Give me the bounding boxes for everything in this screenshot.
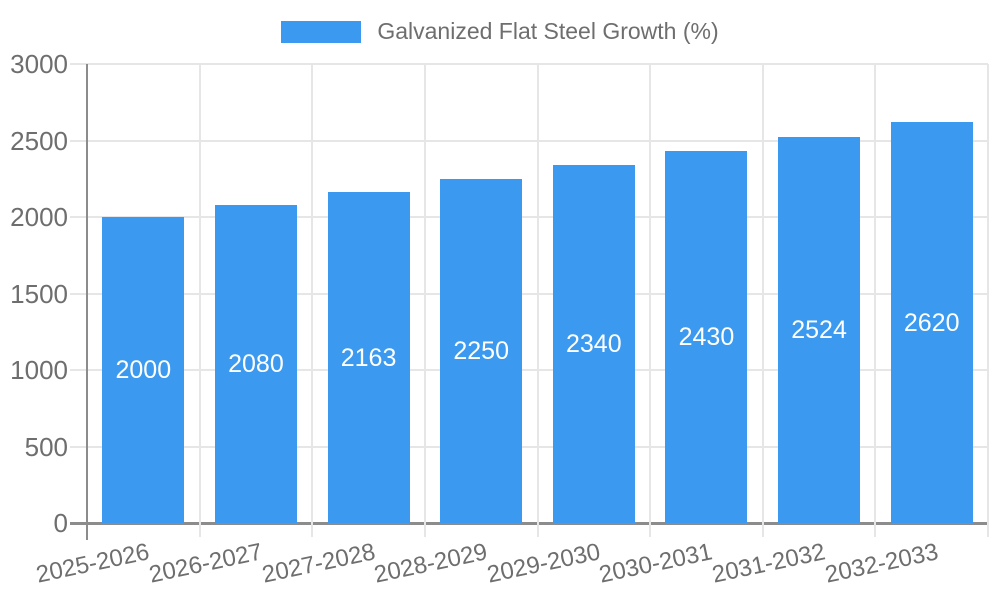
y-axis-tick-label: 1000 bbox=[10, 355, 68, 385]
v-gridline bbox=[987, 64, 989, 537]
y-axis-tick-label: 500 bbox=[24, 431, 68, 462]
y-axis-tick-label: 2000 bbox=[10, 202, 68, 232]
x-axis-line bbox=[70, 521, 988, 525]
bar-value-label: 2000 bbox=[115, 356, 172, 384]
bar-value-label: 2620 bbox=[903, 308, 960, 337]
bar[interactable] bbox=[102, 217, 185, 523]
h-gridline bbox=[70, 292, 988, 295]
v-gridline bbox=[761, 64, 764, 537]
v-gridline bbox=[198, 64, 201, 537]
bar[interactable] bbox=[778, 136, 861, 523]
bar[interactable] bbox=[214, 204, 297, 523]
bar-value-label: 2080 bbox=[228, 349, 284, 378]
h-gridline bbox=[70, 63, 988, 65]
y-axis-line bbox=[86, 64, 88, 540]
legend-swatch bbox=[281, 20, 362, 43]
bar[interactable] bbox=[327, 192, 410, 523]
h-gridline bbox=[70, 139, 988, 142]
h-gridline bbox=[70, 445, 988, 448]
bar-value-label: 2163 bbox=[340, 343, 397, 372]
v-gridline bbox=[536, 64, 539, 537]
y-axis-tick-label: 1500 bbox=[10, 278, 68, 309]
legend[interactable]: Galvanized Flat Steel Growth (%) bbox=[0, 18, 1000, 45]
h-gridline bbox=[70, 369, 988, 371]
bar-value-label: 2430 bbox=[678, 323, 735, 352]
bar-value-label: 2250 bbox=[453, 336, 509, 365]
h-gridline bbox=[70, 216, 988, 218]
v-gridline bbox=[423, 64, 426, 537]
bar-value-label: 2340 bbox=[566, 329, 622, 358]
y-axis-tick-label: 2500 bbox=[10, 125, 68, 156]
bar[interactable] bbox=[665, 151, 748, 523]
y-axis-tick-label: 3000 bbox=[10, 49, 68, 79]
y-axis-tick-label: 0 bbox=[53, 508, 68, 538]
bar-value-label: 2524 bbox=[791, 315, 847, 344]
bar[interactable] bbox=[440, 178, 523, 523]
legend-label: Galvanized Flat Steel Growth (%) bbox=[377, 18, 719, 44]
v-gridline bbox=[311, 64, 314, 537]
bar[interactable] bbox=[552, 164, 635, 523]
v-gridline bbox=[649, 64, 652, 537]
v-gridline bbox=[874, 64, 877, 537]
bar[interactable] bbox=[890, 122, 973, 523]
